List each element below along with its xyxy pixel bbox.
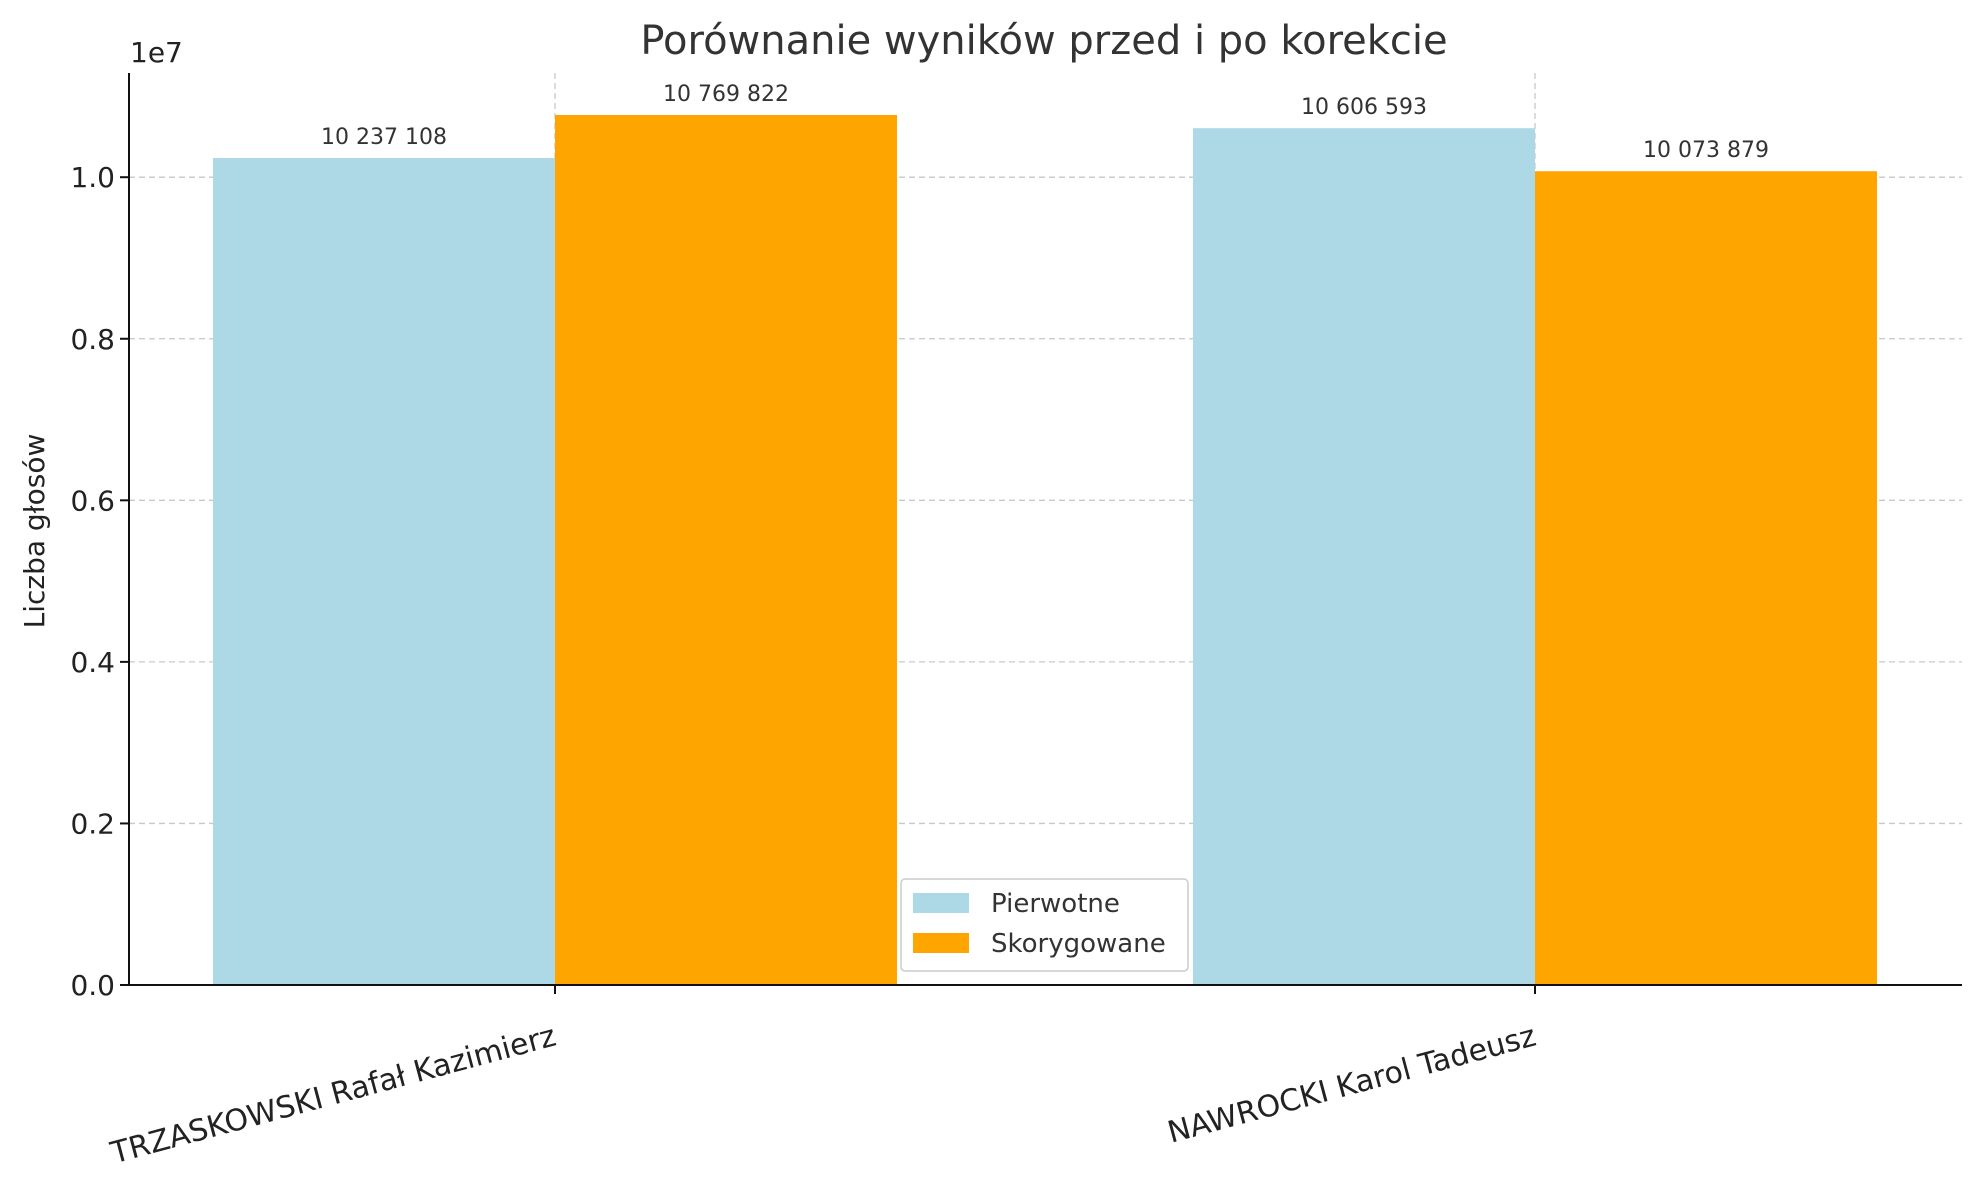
y-axis-label: Liczba głosów [18, 434, 51, 629]
legend-swatch [913, 933, 969, 953]
chart-title: Porównanie wyników przed i po korekcie [640, 18, 1447, 64]
bars [213, 115, 1877, 986]
y-tick-label: 0.4 [70, 646, 115, 679]
legend-box [900, 878, 1189, 972]
bar-value-label: 10 606 593 [1301, 95, 1427, 120]
bar-value-label: 10 073 879 [1643, 138, 1769, 163]
bar-value-label: 10 237 108 [321, 125, 447, 150]
bar-pierwotne [213, 158, 555, 986]
legend: Pierwotne Skorygowane [900, 878, 1189, 972]
category-label: TRZASKOWSKI Rafał Kazimierz [106, 1019, 559, 1172]
bar-value-label: 10 769 822 [663, 82, 789, 107]
bar-pierwotne [1193, 128, 1535, 985]
y-tick-label: 0.8 [70, 323, 115, 356]
y-tick-label: 0.6 [70, 484, 115, 517]
legend-entry: Pierwotne [991, 889, 1120, 919]
y-tick-label: 1.0 [70, 161, 115, 194]
legend-swatch [913, 893, 969, 913]
axes [120, 73, 1962, 994]
bar-skorygowane [1535, 171, 1877, 986]
legend-entry: Skorygowane [991, 929, 1166, 959]
bar-skorygowane [555, 115, 897, 985]
y-tick-label: 0.0 [70, 969, 115, 1002]
category-label: NAWROCKI Karol Tadeusz [1164, 1019, 1540, 1151]
y-axis-exponent: 1e7 [130, 36, 183, 69]
y-tick-label: 0.2 [70, 807, 115, 840]
